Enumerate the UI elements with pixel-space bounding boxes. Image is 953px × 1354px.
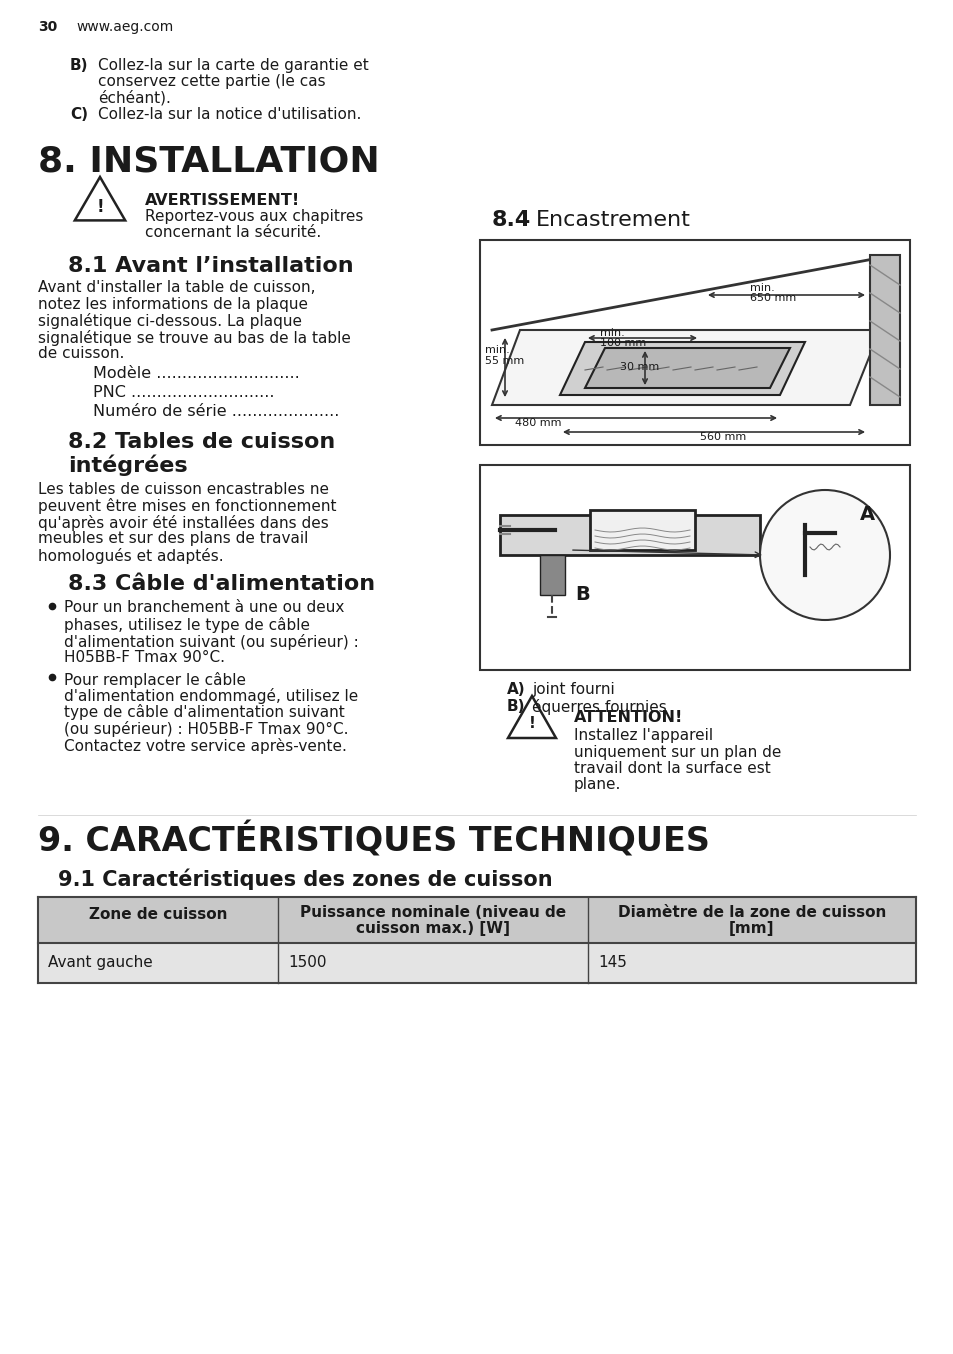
Text: PNC ............................: PNC ............................: [92, 385, 274, 399]
Text: !: !: [96, 198, 104, 217]
Text: Pour un branchement à une ou deux: Pour un branchement à une ou deux: [64, 601, 344, 616]
Text: 145: 145: [598, 955, 626, 969]
Text: Les tables de cuisson encastrables ne: Les tables de cuisson encastrables ne: [38, 482, 329, 497]
Text: meubles et sur des plans de travail: meubles et sur des plans de travail: [38, 532, 308, 547]
Text: Avant gauche: Avant gauche: [48, 955, 152, 969]
Text: 55 mm: 55 mm: [484, 356, 524, 366]
Text: ATTENTION!: ATTENTION!: [574, 709, 682, 724]
Text: B): B): [70, 58, 89, 73]
Text: A: A: [859, 505, 874, 524]
Polygon shape: [584, 348, 789, 389]
Text: type de câble d'alimentation suivant: type de câble d'alimentation suivant: [64, 704, 344, 720]
Text: homologués et adaptés.: homologués et adaptés.: [38, 548, 223, 565]
Text: 100 mm: 100 mm: [599, 338, 645, 348]
Text: 650 mm: 650 mm: [749, 292, 796, 303]
Text: Pour remplacer le câble: Pour remplacer le câble: [64, 672, 246, 688]
Text: travail dont la surface est: travail dont la surface est: [574, 761, 770, 776]
Text: Reportez-vous aux chapitres: Reportez-vous aux chapitres: [145, 209, 363, 223]
Text: échéant).: échéant).: [98, 89, 171, 106]
Text: signalétique ci-dessous. La plaque: signalétique ci-dessous. La plaque: [38, 313, 302, 329]
Text: intégrées: intégrées: [68, 454, 188, 475]
Text: d'alimentation endommagé, utilisez le: d'alimentation endommagé, utilisez le: [64, 688, 358, 704]
Text: Encastrement: Encastrement: [536, 210, 690, 230]
Text: d'alimentation suivant (ou supérieur) :: d'alimentation suivant (ou supérieur) :: [64, 634, 358, 650]
Bar: [589, 510, 695, 550]
Text: Zone de cuisson: Zone de cuisson: [89, 907, 227, 922]
Text: Collez-la sur la carte de garantie et: Collez-la sur la carte de garantie et: [98, 58, 369, 73]
Text: A): A): [506, 682, 525, 697]
Text: joint fourni: joint fourni: [532, 682, 614, 697]
Circle shape: [760, 490, 889, 620]
Bar: [479, 240, 909, 445]
Text: www.aeg.com: www.aeg.com: [76, 20, 173, 34]
Text: min.: min.: [599, 328, 624, 338]
Text: équerres fournies: équerres fournies: [532, 699, 666, 715]
Text: C): C): [70, 107, 88, 122]
Text: phases, utilisez le type de câble: phases, utilisez le type de câble: [64, 617, 310, 634]
Bar: [499, 515, 760, 555]
Text: notez les informations de la plaque: notez les informations de la plaque: [38, 297, 308, 311]
Text: 8.1 Avant l’installation: 8.1 Avant l’installation: [68, 256, 354, 276]
Text: 8. INSTALLATION: 8. INSTALLATION: [38, 144, 379, 177]
Text: peuvent être mises en fonctionnement: peuvent être mises en fonctionnement: [38, 498, 336, 515]
Text: Contactez votre service après-vente.: Contactez votre service après-vente.: [64, 738, 347, 753]
Text: Installez l'appareil: Installez l'appareil: [574, 728, 713, 743]
Text: Diamètre de la zone de cuisson: Diamètre de la zone de cuisson: [618, 904, 885, 919]
Text: min.: min.: [484, 345, 509, 355]
Text: uniquement sur un plan de: uniquement sur un plan de: [574, 745, 781, 760]
Bar: [38, 942, 915, 983]
Text: !: !: [528, 716, 535, 731]
Text: 8.4: 8.4: [492, 210, 531, 230]
Text: 1500: 1500: [288, 955, 326, 969]
Text: 480 mm: 480 mm: [515, 418, 561, 428]
Text: 30 mm: 30 mm: [619, 362, 659, 372]
Text: signalétique se trouve au bas de la table: signalétique se trouve au bas de la tabl…: [38, 329, 351, 345]
Text: Puissance nominale (niveau de: Puissance nominale (niveau de: [299, 904, 565, 919]
Bar: [38, 896, 915, 942]
Text: Collez-la sur la notice d'utilisation.: Collez-la sur la notice d'utilisation.: [98, 107, 361, 122]
Text: 560 mm: 560 mm: [700, 432, 745, 441]
Text: [mm]: [mm]: [728, 921, 774, 936]
Text: 8.3 Câble d'alimentation: 8.3 Câble d'alimentation: [68, 574, 375, 594]
Text: Modèle ............................: Modèle ............................: [92, 367, 299, 382]
Polygon shape: [869, 255, 899, 405]
Text: B: B: [575, 585, 589, 604]
Text: 9.1 Caractéristiques des zones de cuisson: 9.1 Caractéristiques des zones de cuisso…: [58, 869, 552, 891]
Text: Avant d'installer la table de cuisson,: Avant d'installer la table de cuisson,: [38, 280, 315, 295]
Bar: [539, 555, 564, 594]
Text: de cuisson.: de cuisson.: [38, 347, 124, 362]
Text: B): B): [506, 699, 525, 714]
Text: 30: 30: [38, 20, 57, 34]
Text: 8.2 Tables de cuisson: 8.2 Tables de cuisson: [68, 432, 335, 452]
Text: Numéro de série .....................: Numéro de série .....................: [92, 403, 339, 418]
Text: min.: min.: [749, 283, 774, 292]
Text: (ou supérieur) : H05BB-F Tmax 90°C.: (ou supérieur) : H05BB-F Tmax 90°C.: [64, 720, 348, 737]
Polygon shape: [492, 330, 879, 405]
Text: conservez cette partie (le cas: conservez cette partie (le cas: [98, 74, 325, 89]
Text: qu'après avoir été installées dans des: qu'après avoir été installées dans des: [38, 515, 329, 531]
Text: plane.: plane.: [574, 777, 620, 792]
Bar: [479, 464, 909, 670]
Text: AVERTISSEMENT!: AVERTISSEMENT!: [145, 194, 300, 209]
Text: H05BB-F Tmax 90°C.: H05BB-F Tmax 90°C.: [64, 650, 225, 665]
Text: cuisson max.) [W]: cuisson max.) [W]: [355, 921, 510, 936]
Text: 9. CARACTÉRISTIQUES TECHNIQUES: 9. CARACTÉRISTIQUES TECHNIQUES: [38, 823, 709, 858]
Text: concernant la sécurité.: concernant la sécurité.: [145, 225, 321, 240]
Polygon shape: [559, 343, 804, 395]
